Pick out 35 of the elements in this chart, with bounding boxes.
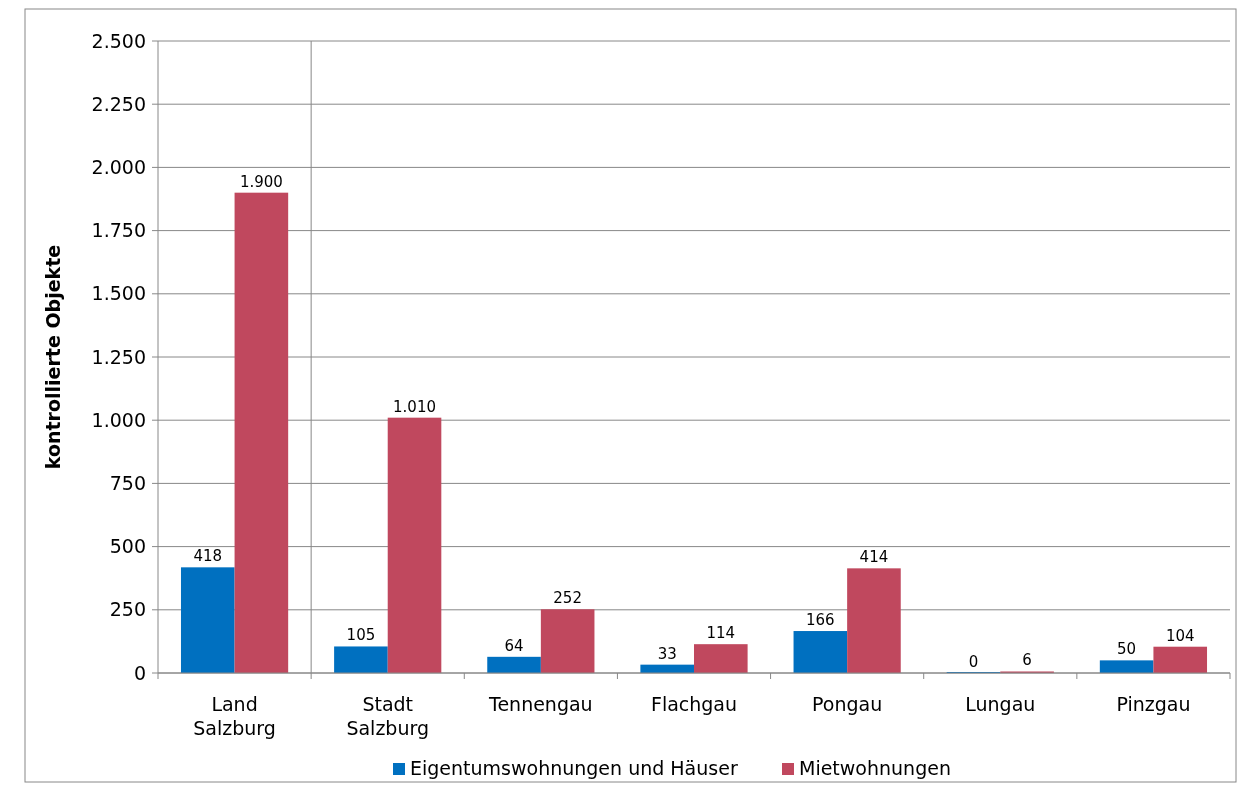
y-tick-label: 0 — [133, 661, 146, 684]
y-tick-label: 1.750 — [91, 219, 146, 242]
legend-label: Mietwohnungen — [799, 757, 951, 779]
x-tick-label: Pongau — [812, 693, 883, 715]
data-label: 166 — [806, 611, 835, 630]
y-tick-label: 1.000 — [91, 408, 146, 431]
y-tick-label: 500 — [109, 535, 146, 558]
data-label: 1.010 — [393, 397, 436, 416]
data-label: 50 — [1117, 640, 1137, 659]
y-tick-label: 250 — [109, 598, 146, 621]
y-tick-label: 750 — [109, 472, 146, 495]
data-label: 64 — [504, 636, 524, 655]
data-label: 414 — [859, 548, 889, 567]
legend-label: Eigentumswohnungen und Häuser — [410, 757, 738, 779]
y-tick-label: 1.500 — [91, 282, 146, 305]
x-tick-label: Land Salzburg — [193, 693, 276, 739]
y-tick-label: 2.000 — [91, 156, 146, 179]
data-label: 104 — [1165, 626, 1195, 645]
data-label: 0 — [968, 653, 979, 671]
x-tick-label: Tennengau — [488, 693, 593, 715]
data-label: 105 — [346, 626, 376, 645]
data-label: 418 — [193, 547, 223, 566]
data-label: 33 — [657, 644, 677, 663]
y-axis-title: kontrollierte Objekte — [42, 244, 64, 470]
x-tick-label: Flachgau — [650, 693, 738, 715]
y-tick-label: 2.500 — [91, 29, 146, 52]
data-label: 6 — [1022, 651, 1032, 670]
x-tick-label: Stadt Salzburg — [346, 693, 430, 739]
y-tick-label: 2.250 — [91, 92, 146, 115]
x-tick-label: Lungau — [965, 693, 1036, 715]
data-label: 252 — [553, 589, 582, 608]
data-label: 114 — [706, 624, 736, 643]
x-tick-label: Pinzgau — [1116, 693, 1191, 715]
data-label: 1.900 — [239, 172, 283, 191]
y-tick-label: 1.250 — [91, 345, 146, 368]
